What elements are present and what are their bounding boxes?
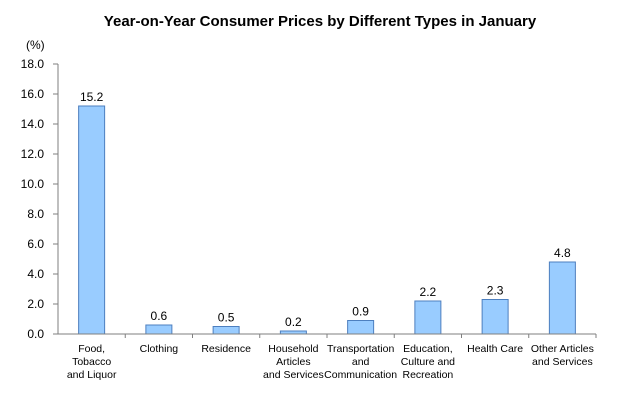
x-tick-label: Health Care	[467, 343, 523, 355]
data-label: 0.2	[285, 315, 302, 329]
x-tick-label: Household Articles and Services	[263, 343, 324, 381]
y-tick-label: 14.0	[21, 117, 45, 131]
x-tick-label: Education, Culture and Recreation	[401, 343, 455, 381]
y-tick-label: 2.0	[27, 297, 44, 311]
y-tick-label: 18.0	[21, 57, 45, 71]
y-tick-label: 10.0	[21, 177, 45, 191]
y-tick-label: 4.0	[27, 267, 44, 281]
y-tick-label: 16.0	[21, 87, 45, 101]
data-label: 0.9	[352, 305, 369, 319]
data-label: 2.2	[420, 285, 437, 299]
y-tick-label: 6.0	[27, 237, 44, 251]
y-tick-label: 12.0	[21, 147, 45, 161]
y-axis-ticks: 0.0 2.0 4.0 6.0 8.0 10.0 12.0 14.0 16.0 18.0	[21, 57, 58, 341]
x-tick-label: Food, Tobacco and Liquor	[67, 343, 117, 381]
bar	[212, 326, 240, 335]
data-labels: 15.2 0.6 0.5 0.2 0.9 2.2 2.3 4.8	[80, 90, 571, 329]
data-label: 4.8	[554, 246, 571, 260]
x-axis-labels: Food, Tobacco and Liquor Clothing Residence H…	[67, 334, 597, 381]
y-unit-label: (%)	[26, 38, 45, 52]
bar	[347, 320, 375, 335]
bars	[78, 105, 576, 335]
chart-title: Year-on-Year Consumer Prices by Differen…	[104, 13, 537, 30]
x-tick-label: Clothing	[140, 343, 179, 355]
x-tick-label: Residence	[201, 343, 251, 355]
bar	[78, 105, 106, 335]
bar	[145, 324, 173, 335]
data-label: 0.6	[151, 309, 168, 323]
data-label: 15.2	[80, 90, 104, 104]
y-tick-label: 0.0	[27, 327, 44, 341]
x-tick-label: Transportation and Communication	[324, 343, 397, 381]
bar	[414, 300, 442, 335]
data-label: 0.5	[218, 311, 235, 325]
bar	[548, 261, 576, 335]
x-tick-label: Other Articles and Services	[531, 343, 594, 368]
data-label: 2.3	[487, 284, 504, 298]
y-tick-label: 8.0	[27, 207, 44, 221]
bar	[481, 299, 509, 335]
